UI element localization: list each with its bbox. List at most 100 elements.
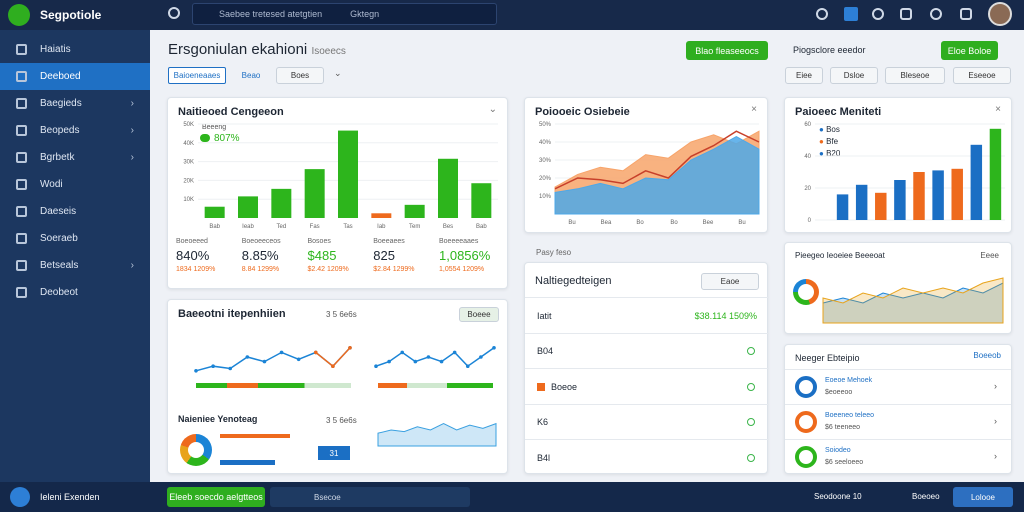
stat-value: $485 xyxy=(307,248,337,263)
link-button[interactable]: Boeeob xyxy=(973,351,1001,360)
meta: 3 5 6e6s xyxy=(326,310,357,319)
list-row: B4l xyxy=(525,439,769,475)
search-text: Saebee tretesed atetgtien xyxy=(219,9,323,19)
section-label: Pasy feso xyxy=(536,248,572,257)
x-tick-label: Tem xyxy=(409,224,420,230)
card-title: Pieegeo Ieoeiee Beeeoat xyxy=(795,251,885,260)
row-icon xyxy=(537,382,545,391)
list-item: Soiodeo $6 seeloeeo › xyxy=(785,439,1011,473)
icon[interactable] xyxy=(816,8,828,20)
button[interactable]: Lolooe xyxy=(953,487,1013,507)
tab[interactable]: Baioeneaaes xyxy=(168,67,226,84)
button[interactable]: Eiee xyxy=(785,67,823,84)
chevron[interactable]: ⌄ xyxy=(488,104,497,115)
item-icon xyxy=(795,376,817,398)
item-arrow: › xyxy=(994,416,997,426)
icon[interactable] xyxy=(872,8,884,20)
icon[interactable] xyxy=(930,8,942,20)
list-item: Eoeoe Mehoek $eoeeoo › xyxy=(785,369,1011,403)
row-label: B04 xyxy=(537,346,554,356)
nav-item[interactable]: Bgrbetk › xyxy=(0,144,150,171)
nav-item[interactable]: Wodi xyxy=(0,171,150,198)
icon[interactable] xyxy=(900,8,912,20)
link-bar[interactable]: Bsecoe xyxy=(270,487,470,507)
nav-item[interactable]: Beopeds › xyxy=(0,117,150,144)
nav-item[interactable]: Soeraeb xyxy=(0,225,150,252)
button[interactable]: Bleseoe xyxy=(885,67,945,84)
nav-label: Beopeds xyxy=(40,125,80,136)
nav-label: Deobeot xyxy=(40,287,78,298)
card-title: Naitieoed Cengeeon xyxy=(178,106,284,118)
avatar[interactable] xyxy=(988,2,1012,26)
primary-button[interactable]: Eloe Boloe xyxy=(941,41,998,60)
nav-item[interactable]: Deeboed xyxy=(0,63,150,90)
overview-card: Poiooeic Osiebeie × 10% 20% 30% 40% 50% Bu Bea… xyxy=(524,97,768,233)
legend-value: 807% xyxy=(214,133,240,144)
button[interactable]: Dsloe xyxy=(830,67,878,84)
y-tick-label: 40 xyxy=(804,154,811,160)
y-tick-label: 40% xyxy=(539,140,552,146)
button[interactable]: Eseeoe xyxy=(953,67,1011,84)
stat: Bosoes $485 $2.42 1209% xyxy=(308,238,370,286)
search-hint: Gktegn xyxy=(350,9,380,19)
point xyxy=(413,359,418,364)
x-tick-label: Bee xyxy=(703,220,714,226)
point xyxy=(313,350,318,355)
button[interactable]: Eaoe xyxy=(701,273,759,290)
tab[interactable]: Beao xyxy=(241,71,261,80)
list-row: Iatit $38.114 1509% xyxy=(525,297,769,333)
button[interactable]: Boeee xyxy=(459,307,499,322)
legend-item: ● Bos xyxy=(819,125,840,134)
nav-icon xyxy=(16,260,27,271)
legend-item: ● B20 xyxy=(819,149,841,158)
x-tick-label: Fas xyxy=(310,224,320,230)
point xyxy=(245,355,250,359)
area-chart xyxy=(822,277,1004,324)
close[interactable]: × xyxy=(995,104,1001,115)
brand: Segpotiole xyxy=(40,8,102,22)
nav-arrow: › xyxy=(130,152,134,163)
nav-item[interactable]: Deobeot xyxy=(0,279,150,306)
search-box[interactable]: Saebee tretesed atetgtien Gktegn xyxy=(192,3,497,25)
y-tick-label: 60 xyxy=(804,122,811,128)
point xyxy=(479,355,483,359)
bar-strip xyxy=(220,460,275,465)
nav-item[interactable]: Baegieds › xyxy=(0,90,150,117)
item-arrow: › xyxy=(994,451,997,461)
stat-value: 8.85% xyxy=(241,248,279,263)
line-chart xyxy=(374,346,496,368)
point xyxy=(387,359,391,364)
x-tick-label: Tas xyxy=(343,224,352,230)
x-tick-label: Bea xyxy=(601,220,612,226)
legend-swatch xyxy=(200,134,210,142)
nav-item[interactable]: Haiatis xyxy=(0,36,150,63)
icon[interactable] xyxy=(844,7,858,21)
point xyxy=(452,350,457,355)
nav-item[interactable]: Betseals › xyxy=(0,252,150,279)
status: Seodoone 10 xyxy=(814,492,862,501)
area xyxy=(377,422,497,447)
primary-button[interactable]: Blao fleaseeocs xyxy=(686,41,768,60)
tab[interactable]: Boes xyxy=(276,67,324,84)
stat-sub: 1,0554 1209% xyxy=(439,266,485,273)
stat-value: 1,0856% xyxy=(439,248,491,263)
close[interactable]: × xyxy=(751,104,757,115)
bar-chart: 10K 20K 30K 40K 50K Bab Ieab Ted Fas Tas Iab Tem Bes… xyxy=(183,122,498,230)
y-tick-label: 50% xyxy=(539,122,552,128)
button[interactable]: Eleeb soecdo aelgtteos xyxy=(167,487,265,507)
stat: Boeoeeed 840% 1834 1209% xyxy=(176,238,238,286)
top-bar: Segpotiole Saebee tretesed atetgtien Gkte… xyxy=(0,0,1024,30)
nav-label: Betseals xyxy=(40,260,79,271)
nav-label: Wodi xyxy=(40,179,63,190)
x-tick-label: Iab xyxy=(377,224,386,230)
chevron[interactable]: ⌄ xyxy=(334,68,342,78)
action[interactable]: Boeoeo xyxy=(912,492,940,501)
bar xyxy=(338,130,358,218)
nav-item[interactable]: Daeseis xyxy=(0,198,150,225)
page-title: Ersgoniulan ekahioni Isoeecs xyxy=(168,41,346,58)
bar xyxy=(875,192,887,220)
search-icon[interactable] xyxy=(168,7,180,19)
sub-title: Naieniee Yenoteag xyxy=(178,414,258,424)
icon[interactable] xyxy=(960,8,972,20)
legend-label: Bfe xyxy=(826,137,839,146)
